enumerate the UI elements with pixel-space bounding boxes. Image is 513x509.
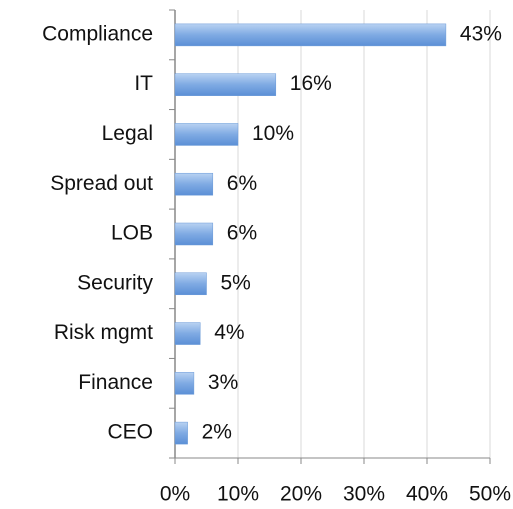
data-label: 43% — [460, 22, 502, 45]
bar — [174, 421, 188, 445]
data-label: 2% — [202, 421, 232, 444]
y-tick-label: Finance — [78, 371, 153, 394]
y-tick-label: IT — [134, 72, 153, 95]
x-tick-label: 20% — [280, 483, 322, 506]
bar — [174, 73, 277, 96]
x-tick-label: 50% — [469, 483, 511, 506]
bar — [174, 272, 207, 296]
x-tick-label: 10% — [217, 483, 259, 506]
data-label: 5% — [221, 271, 251, 294]
y-tick-label: Compliance — [42, 22, 153, 45]
data-label: 16% — [290, 72, 332, 95]
data-label: 10% — [252, 122, 294, 145]
bar — [174, 23, 447, 47]
bar — [174, 123, 239, 146]
bar — [174, 322, 201, 345]
data-label: 6% — [227, 222, 257, 245]
data-label: 6% — [227, 172, 257, 195]
y-tick-label: LOB — [111, 222, 153, 245]
y-tick-label: Security — [77, 271, 153, 294]
y-tick-label: CEO — [107, 421, 153, 444]
x-tick-label: 40% — [406, 483, 448, 506]
y-tick-label: Risk mgmt — [54, 321, 153, 344]
x-tick-label: 0% — [160, 483, 190, 506]
data-label: 3% — [208, 371, 238, 394]
x-tick-label: 30% — [343, 483, 385, 506]
y-tick-label: Legal — [102, 122, 153, 145]
data-label: 4% — [214, 321, 244, 344]
bar — [174, 372, 195, 395]
bar — [174, 172, 214, 196]
bar — [174, 222, 214, 246]
y-tick-label: Spread out — [50, 172, 153, 195]
